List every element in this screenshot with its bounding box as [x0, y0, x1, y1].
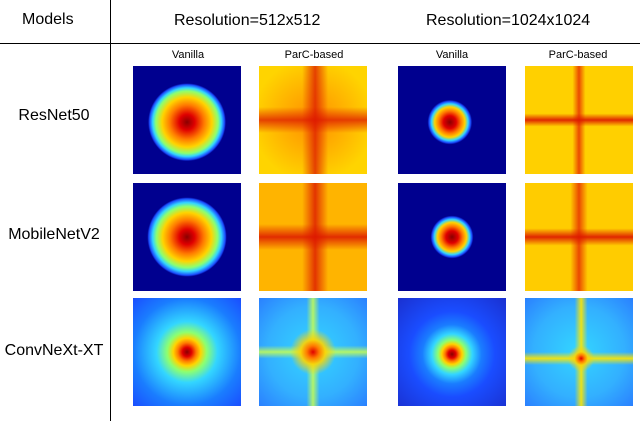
resolution-1024-header: Resolution=1024x1024 — [426, 12, 591, 29]
heatmap-mobilenetv2-vanilla-512 — [133, 183, 241, 291]
heatmap-resnet50-parc-512 — [259, 66, 367, 174]
header-divider — [0, 43, 640, 44]
row-label-mobilenetv2: MobileNetV2 — [8, 226, 100, 243]
heatmap-resnet50-parc-1024 — [525, 66, 633, 174]
heatmap-convnext-xt-parc-1024 — [525, 298, 633, 406]
resolution-512-header: Resolution=512x512 — [174, 12, 321, 29]
row-label-convnext-xt: ConvNeXt-XT — [4, 342, 104, 359]
column-divider — [110, 0, 111, 421]
subheader-parc-1024: ParC-based — [548, 49, 608, 61]
row-label-resnet50: ResNet50 — [18, 107, 90, 124]
heatmap-mobilenetv2-parc-1024 — [525, 183, 633, 291]
heatmap-resnet50-vanilla-512 — [133, 66, 241, 174]
heatmap-mobilenetv2-vanilla-1024 — [398, 183, 506, 291]
heatmap-convnext-xt-parc-512 — [259, 298, 367, 406]
subheader-vanilla-1024: Vanilla — [435, 49, 469, 61]
subheader-vanilla-512: Vanilla — [171, 49, 205, 61]
heatmap-convnext-xt-vanilla-512 — [133, 298, 241, 406]
models-header: Models — [22, 11, 74, 28]
heatmap-convnext-xt-vanilla-1024 — [398, 298, 506, 406]
heatmap-mobilenetv2-parc-512 — [259, 183, 367, 291]
heatmap-resnet50-vanilla-1024 — [398, 66, 506, 174]
subheader-parc-512: ParC-based — [284, 49, 344, 61]
